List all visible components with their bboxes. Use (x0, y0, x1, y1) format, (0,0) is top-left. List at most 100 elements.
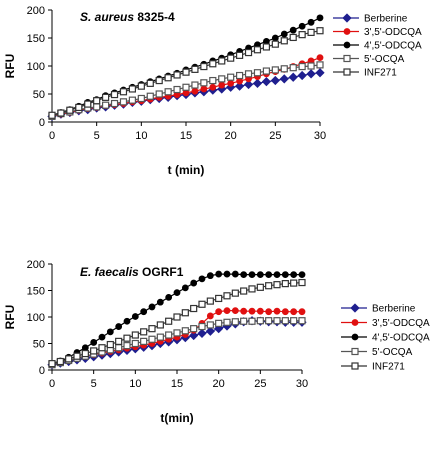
data-point (148, 325, 156, 333)
data-point (223, 307, 231, 315)
title-species: S. aureus (80, 10, 134, 24)
data-point (173, 71, 181, 79)
data-point (223, 318, 231, 326)
data-point (290, 308, 298, 316)
title-strain: OGRF1 (139, 265, 184, 279)
data-point (209, 76, 217, 85)
data-point (307, 28, 315, 36)
data-point (206, 321, 214, 329)
data-point (205, 326, 215, 336)
data-point (256, 317, 264, 325)
data-point (98, 344, 106, 352)
data-point (148, 303, 156, 311)
data-point (146, 92, 154, 100)
data-point (236, 51, 244, 59)
data-point (206, 297, 214, 305)
legend-label: 3',5'-ODCQA (364, 27, 422, 38)
chart-1: 0 50 100 150 200 0 5 10 15 20 25 30 RFU t (min) S. aur… (3, 5, 422, 177)
data-point (265, 317, 273, 325)
data-point (244, 70, 253, 78)
data-point (81, 344, 89, 352)
data-point (279, 74, 289, 84)
data-point (316, 54, 324, 61)
data-point (209, 60, 217, 68)
data-point (93, 97, 101, 105)
data-point (218, 81, 226, 89)
data-point (280, 65, 288, 73)
y-tick-label: 200 (27, 5, 45, 17)
data-point (191, 87, 199, 95)
chart-2: 0 50 100 150 200 0 5 10 15 20 25 30 RFU t(min) E. faec… (3, 259, 430, 425)
legend-marker (342, 13, 352, 23)
legend-marker (351, 347, 359, 356)
data-point (281, 317, 289, 325)
legend-label: INF271 (372, 362, 405, 373)
legend-label: 5'-OCQA (364, 54, 405, 65)
data-point (215, 270, 223, 278)
data-point (181, 309, 189, 317)
data-point (81, 349, 89, 358)
data-point (181, 284, 189, 292)
data-point (198, 275, 206, 283)
data-point (265, 308, 273, 316)
data-point (190, 325, 198, 333)
data-point (298, 308, 306, 316)
data-point (131, 331, 139, 339)
legend-marker (343, 28, 351, 35)
data-point (182, 83, 190, 91)
data-point (265, 282, 273, 290)
data-point (231, 318, 239, 326)
legend-marker (351, 333, 359, 341)
data-point (231, 270, 239, 278)
data-point (190, 304, 198, 313)
data-point (198, 322, 206, 331)
data-point (298, 317, 306, 325)
x-tick-label: 20 (213, 378, 225, 390)
data-point (173, 85, 181, 94)
data-point (173, 329, 181, 337)
data-point (198, 300, 206, 308)
data-point (148, 335, 156, 343)
data-point (156, 333, 164, 341)
data-point (165, 331, 173, 339)
y-tick-label: 0 (39, 365, 45, 377)
data-point (206, 272, 214, 280)
data-point (191, 65, 199, 73)
data-point (271, 40, 279, 48)
data-point (231, 289, 239, 297)
data-point (137, 82, 145, 90)
data-point (190, 279, 198, 287)
data-point (297, 70, 307, 81)
data-point (156, 321, 164, 329)
data-point (215, 319, 223, 327)
data-point (243, 79, 254, 90)
x-tick-label: 25 (269, 130, 281, 142)
data-point (248, 317, 256, 325)
data-point (271, 66, 279, 74)
data-point (181, 327, 189, 335)
data-point (273, 271, 281, 278)
data-point (231, 307, 239, 315)
data-point (115, 344, 123, 352)
data-point (155, 90, 163, 98)
data-point (290, 271, 298, 278)
data-point (273, 317, 281, 325)
data-point (200, 85, 208, 93)
data-point (262, 43, 270, 51)
data-point (165, 293, 173, 301)
data-point (248, 271, 256, 278)
data-point (271, 34, 279, 42)
data-point (182, 68, 190, 76)
data-point (200, 62, 208, 71)
data-point (90, 347, 98, 355)
data-point (101, 93, 110, 101)
title-species: E. faecalis (80, 265, 139, 279)
data-point (119, 88, 128, 96)
series-5 (48, 278, 306, 368)
x-tick-label: 15 (171, 378, 183, 390)
data-point (200, 79, 208, 87)
data-point (298, 278, 306, 287)
data-point (256, 271, 264, 278)
data-point (65, 355, 73, 363)
x-tick-label: 30 (314, 130, 326, 142)
